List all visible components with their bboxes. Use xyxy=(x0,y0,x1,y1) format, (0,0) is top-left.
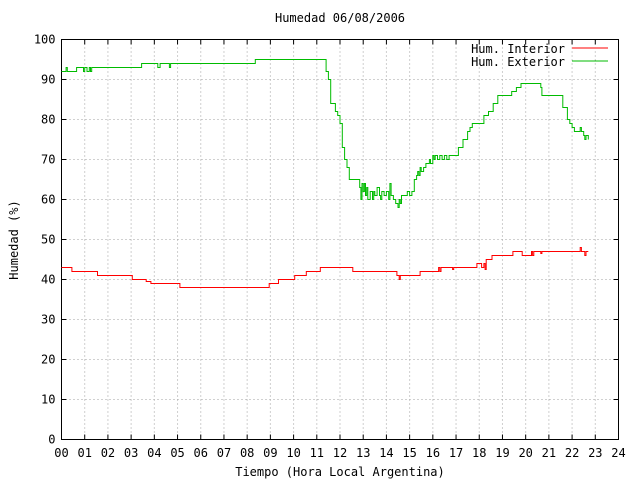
legend: Hum. Interior Hum. Exterior xyxy=(471,42,608,69)
y-axis-label: Humedad (%) xyxy=(7,200,21,279)
y-tick-label: 90 xyxy=(41,73,55,87)
legend-label-interior: Hum. Interior xyxy=(471,42,565,56)
y-tick-label: 10 xyxy=(41,393,55,407)
x-tick-label: 15 xyxy=(402,446,416,460)
x-tick-label: 16 xyxy=(426,446,440,460)
x-tick-label: 03 xyxy=(124,446,138,460)
series-layer xyxy=(61,59,589,288)
x-tick-label: 09 xyxy=(263,446,277,460)
x-tick-label: 06 xyxy=(194,446,208,460)
x-tick-label: 10 xyxy=(286,446,300,460)
x-tick-label: 23 xyxy=(588,446,602,460)
chart-title: Humedad 06/08/2006 xyxy=(275,11,405,25)
x-tick-label: 11 xyxy=(310,446,324,460)
x-tick-label: 19 xyxy=(495,446,509,460)
y-tick-label: 30 xyxy=(41,313,55,327)
grid-layer xyxy=(61,39,619,440)
series-line-exterior xyxy=(61,59,589,208)
y-tick-label: 80 xyxy=(41,113,55,127)
y-tick-label: 100 xyxy=(34,33,56,47)
x-tick-label: 14 xyxy=(379,446,393,460)
x-tick-label: 00 xyxy=(54,446,68,460)
x-tick-label: 05 xyxy=(170,446,184,460)
x-tick-label: 13 xyxy=(356,446,370,460)
x-tick-label: 17 xyxy=(449,446,463,460)
x-tick-label: 02 xyxy=(101,446,115,460)
y-tick-label: 40 xyxy=(41,273,55,287)
x-tick-label: 07 xyxy=(217,446,231,460)
x-tick-label: 24 xyxy=(611,446,625,460)
x-tick-label: 01 xyxy=(77,446,91,460)
x-tick-label: 18 xyxy=(472,446,486,460)
legend-label-exterior: Hum. Exterior xyxy=(471,55,565,69)
series-line-interior xyxy=(61,247,589,288)
x-tick-label: 22 xyxy=(565,446,579,460)
x-tick-label: 04 xyxy=(147,446,161,460)
y-tick-label: 0 xyxy=(48,433,55,447)
y-tick-label: 60 xyxy=(41,193,55,207)
y-tick-label: 70 xyxy=(41,153,55,167)
x-axis-label: Tiempo (Hora Local Argentina) xyxy=(235,465,445,479)
x-tick-label: 08 xyxy=(240,446,254,460)
x-tick-label: 21 xyxy=(542,446,556,460)
x-tick-label: 20 xyxy=(518,446,532,460)
y-tick-label: 20 xyxy=(41,353,55,367)
tick-layer: 00 01 02 03 04 05 06 07 08 09 10 11 12 13 14 15 16 17 18 19… xyxy=(34,33,626,461)
x-tick-label: 12 xyxy=(333,446,347,460)
y-tick-label: 50 xyxy=(41,233,55,247)
